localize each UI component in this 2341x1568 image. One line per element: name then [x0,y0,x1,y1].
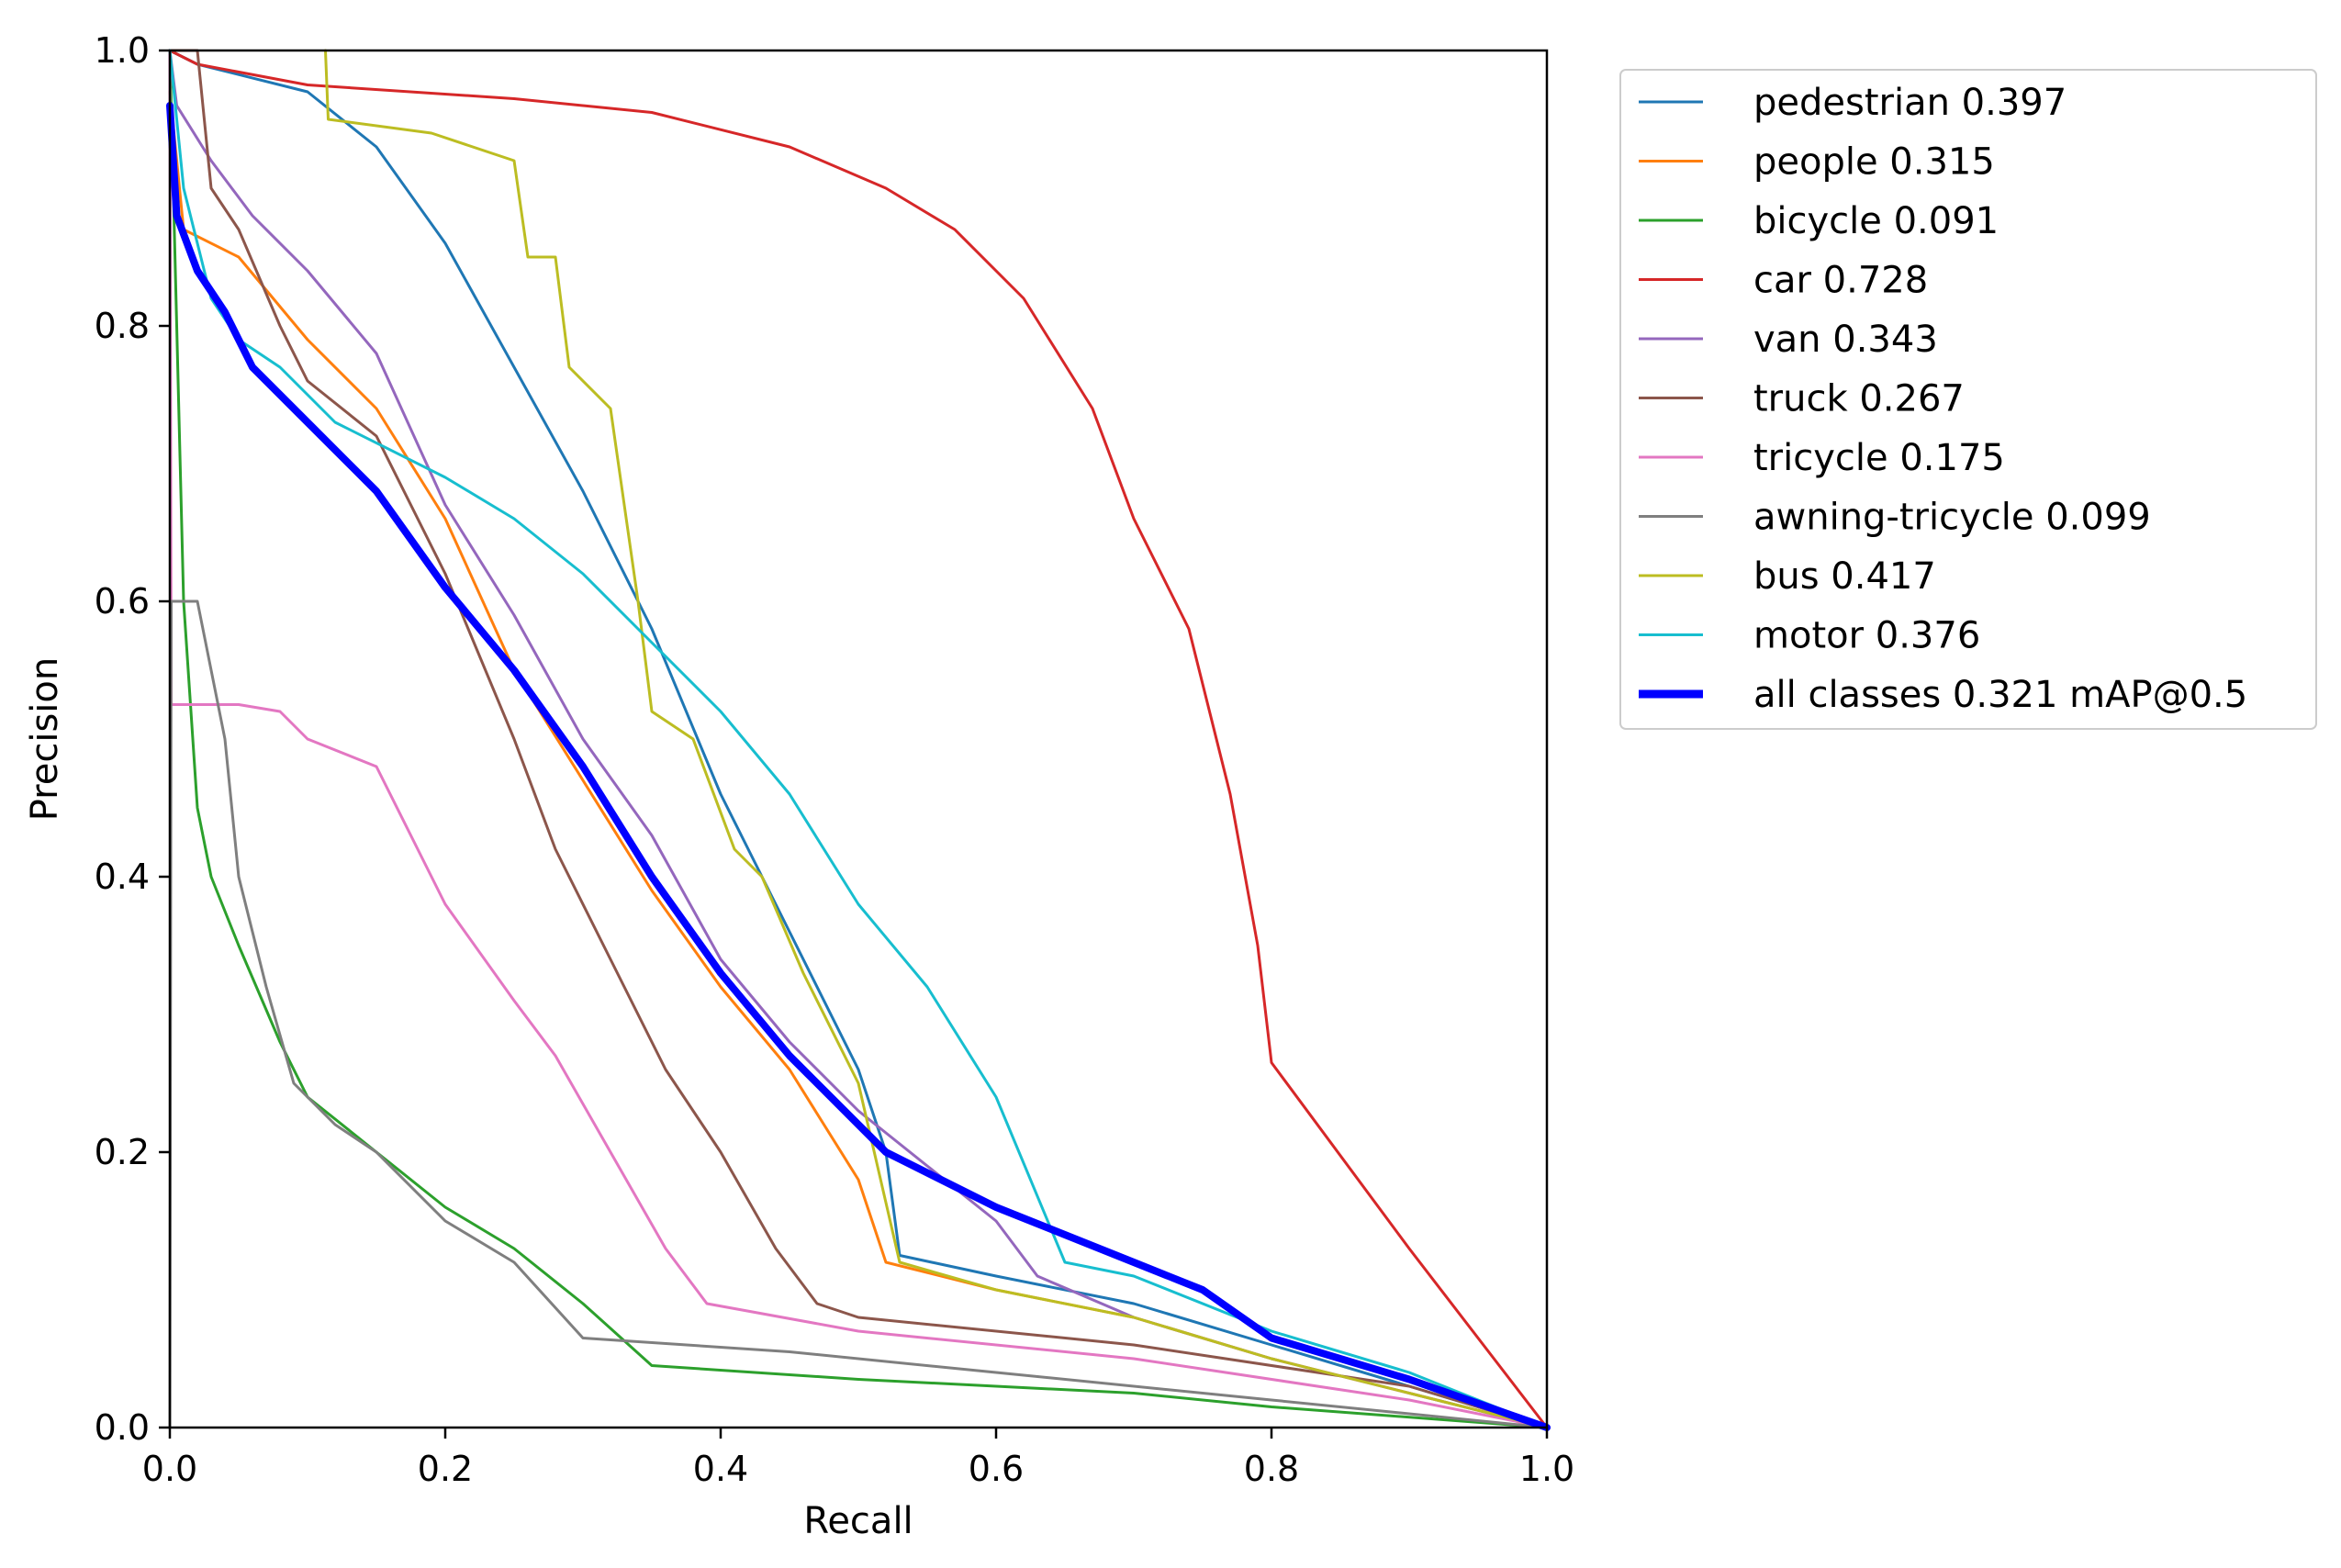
y-tick-label-1: 0.2 [95,1132,150,1172]
series-line-10 [166,102,1551,1431]
legend-label-1: people 0.315 [1753,141,1995,184]
x-tick-label-3: 0.6 [969,1449,1024,1489]
x-tick-label-0: 0.0 [142,1449,197,1489]
x-tick-label-4: 0.8 [1244,1449,1299,1489]
x-axis-label: Recall [803,1500,913,1542]
series-line-8 [324,49,1549,1429]
y-tick-label-2: 0.4 [95,857,150,897]
legend: pedestrian 0.397 people 0.315 bicycle 0.09… [1619,69,2317,730]
y-tick-label-4: 0.8 [95,306,150,346]
x-tick-label-1: 0.2 [418,1449,473,1489]
legend-label-9: motor 0.376 [1753,615,1980,657]
series-line-9 [168,49,1549,1429]
legend-label-8: bus 0.417 [1753,555,1936,598]
x-tick-label-2: 0.4 [693,1449,748,1489]
legend-label-3: car 0.728 [1753,260,1928,302]
legend-label-5: truck 0.267 [1753,378,1965,420]
series-line-3 [168,49,1549,1429]
series-line-7 [168,599,1549,1429]
legend-label-4: van 0.343 [1753,319,1938,361]
series-line-4 [168,49,1549,1429]
legend-label-7: awning-tricycle 0.099 [1753,497,2151,539]
series-line-0 [168,49,1549,1429]
legend-label-2: bicycle 0.091 [1753,200,1999,242]
legend-label-0: pedestrian 0.397 [1753,82,2067,124]
series-layer [166,49,1551,1431]
legend-label-6: tricycle 0.175 [1753,437,2005,479]
y-tick-label-0: 0.0 [95,1407,150,1448]
tick-layer: 0.0 0.2 0.4 0.6 0.8 1.0 0.0 0.2 0.4 0.6 0.8 1.0 [95,30,1575,1489]
y-tick-label-5: 1.0 [95,30,150,71]
series-line-5 [168,49,1549,1429]
y-axis-label: Precision [24,657,66,821]
axes-frame [168,49,1549,1429]
legend-entries: pedestrian 0.397 people 0.315 bicycle 0.09… [1639,82,2247,716]
series-line-6 [168,49,1549,1429]
legend-label-10: all classes 0.321 mAP@0.5 [1753,674,2247,716]
y-tick-label-3: 0.6 [95,581,150,622]
legend-frame [1619,69,2317,730]
x-tick-label-5: 1.0 [1519,1449,1574,1489]
